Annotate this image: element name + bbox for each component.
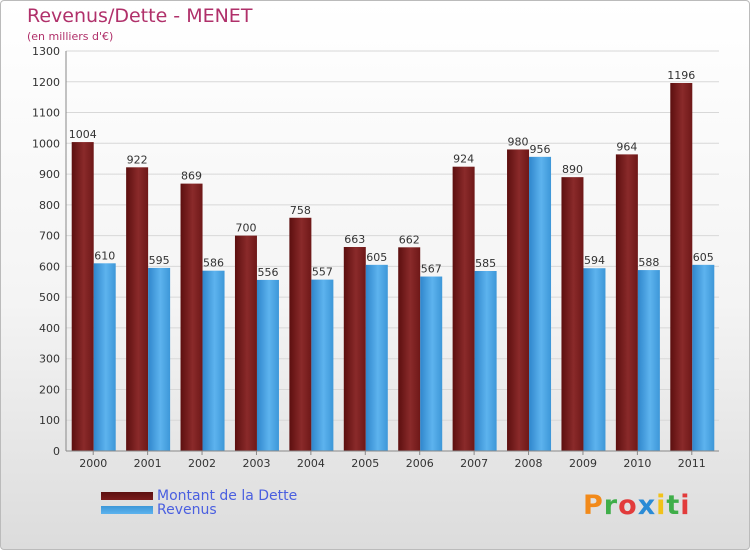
bar-debt-2011 [670, 83, 693, 451]
legend-item-revenus: Revenus [101, 502, 217, 518]
chart-title: Revenus/Dette - MENET [27, 5, 253, 27]
bar-debt-2010 [615, 154, 638, 451]
data-label-debt-2005: 663 [344, 233, 365, 246]
data-label-revenus-2009: 594 [584, 254, 605, 267]
bar-revenus-2001 [148, 267, 171, 451]
data-label-debt-2000: 1004 [69, 128, 97, 141]
data-label-revenus-2006: 567 [421, 263, 442, 276]
legend-swatch-revenus [101, 506, 153, 514]
x-tick-label: 2000 [79, 457, 107, 470]
bar-debt-2008 [507, 149, 530, 451]
bar-debt-2003 [234, 235, 257, 451]
data-label-revenus-2011: 605 [693, 251, 714, 264]
bar-revenus-2009 [583, 268, 606, 451]
bar-debt-2005 [343, 247, 366, 451]
legend-label-debt: Montant de la Dette [157, 488, 298, 504]
bar-revenus-2005 [365, 264, 388, 451]
y-tick-label: 1100 [32, 107, 60, 120]
data-label-revenus-2001: 595 [149, 254, 170, 267]
data-label-debt-2009: 890 [562, 163, 583, 176]
y-tick-label: 1300 [32, 45, 60, 58]
y-tick-label: 1000 [32, 137, 60, 150]
x-tick-label: 2008 [515, 457, 543, 470]
proxiti-logo: Proxiti [583, 490, 691, 521]
data-label-debt-2008: 980 [508, 135, 529, 148]
bar-revenus-2002 [202, 270, 225, 451]
y-tick-label: 300 [39, 353, 60, 366]
bar-revenus-2004 [311, 279, 334, 451]
y-tick-label: 800 [39, 199, 60, 212]
x-tick-label: 2005 [351, 457, 379, 470]
y-tick-label: 200 [39, 383, 60, 396]
bar-revenus-2010 [637, 270, 660, 451]
data-label-revenus-2002: 586 [203, 257, 224, 270]
y-tick-label: 400 [39, 322, 60, 335]
data-label-revenus-2004: 557 [312, 266, 333, 279]
x-tick-label: 2001 [134, 457, 162, 470]
y-tick-label: 900 [39, 168, 60, 181]
data-label-revenus-2000: 610 [94, 249, 115, 262]
data-label-revenus-2010: 588 [638, 256, 659, 269]
data-label-revenus-2007: 585 [475, 257, 496, 270]
data-label-revenus-2008: 956 [530, 143, 551, 156]
data-label-revenus-2005: 605 [366, 251, 387, 264]
y-tick-label: 0 [53, 445, 60, 458]
x-tick-label: 2004 [297, 457, 325, 470]
chart-subtitle: (en milliers d'€) [27, 30, 114, 43]
bar-debt-2006 [398, 247, 421, 451]
legend-swatch-debt [101, 492, 153, 500]
data-label-debt-2010: 964 [616, 140, 637, 153]
y-tick-label: 600 [39, 260, 60, 273]
data-label-debt-2003: 700 [235, 222, 256, 235]
bar-debt-2009 [561, 177, 584, 451]
bar-debt-2007 [452, 166, 475, 451]
y-tick-label: 1200 [32, 76, 60, 89]
bar-debt-2000 [71, 142, 94, 452]
x-tick-label: 2009 [569, 457, 597, 470]
bar-debt-2002 [180, 183, 203, 451]
bar-revenus-2008 [529, 156, 552, 451]
bar-revenus-2011 [692, 264, 715, 451]
x-tick-label: 2006 [406, 457, 434, 470]
data-label-revenus-2003: 556 [257, 266, 278, 279]
x-tick-label: 2010 [623, 457, 651, 470]
x-tick-label: 2002 [188, 457, 216, 470]
bar-debt-2001 [126, 167, 149, 452]
data-label-debt-2011: 1196 [667, 69, 695, 82]
y-tick-label: 700 [39, 230, 60, 243]
legend-label-revenus: Revenus [157, 502, 217, 518]
x-tick-label: 2011 [678, 457, 706, 470]
bar-revenus-2006 [420, 276, 443, 451]
bar-debt-2004 [289, 217, 312, 451]
data-label-debt-2001: 922 [127, 153, 148, 166]
x-tick-label: 2007 [460, 457, 488, 470]
bar-revenus-2007 [474, 271, 497, 451]
legend-item-debt: Montant de la Dette [101, 488, 297, 504]
y-tick-label: 100 [39, 414, 60, 427]
y-tick-label: 500 [39, 291, 60, 304]
data-label-debt-2007: 924 [453, 153, 474, 166]
data-label-debt-2004: 758 [290, 204, 311, 217]
data-label-debt-2002: 869 [181, 170, 202, 183]
data-label-debt-2006: 662 [399, 233, 420, 246]
bar-revenus-2003 [256, 279, 279, 451]
bar-revenus-2000 [93, 263, 116, 451]
x-tick-label: 2003 [242, 457, 270, 470]
